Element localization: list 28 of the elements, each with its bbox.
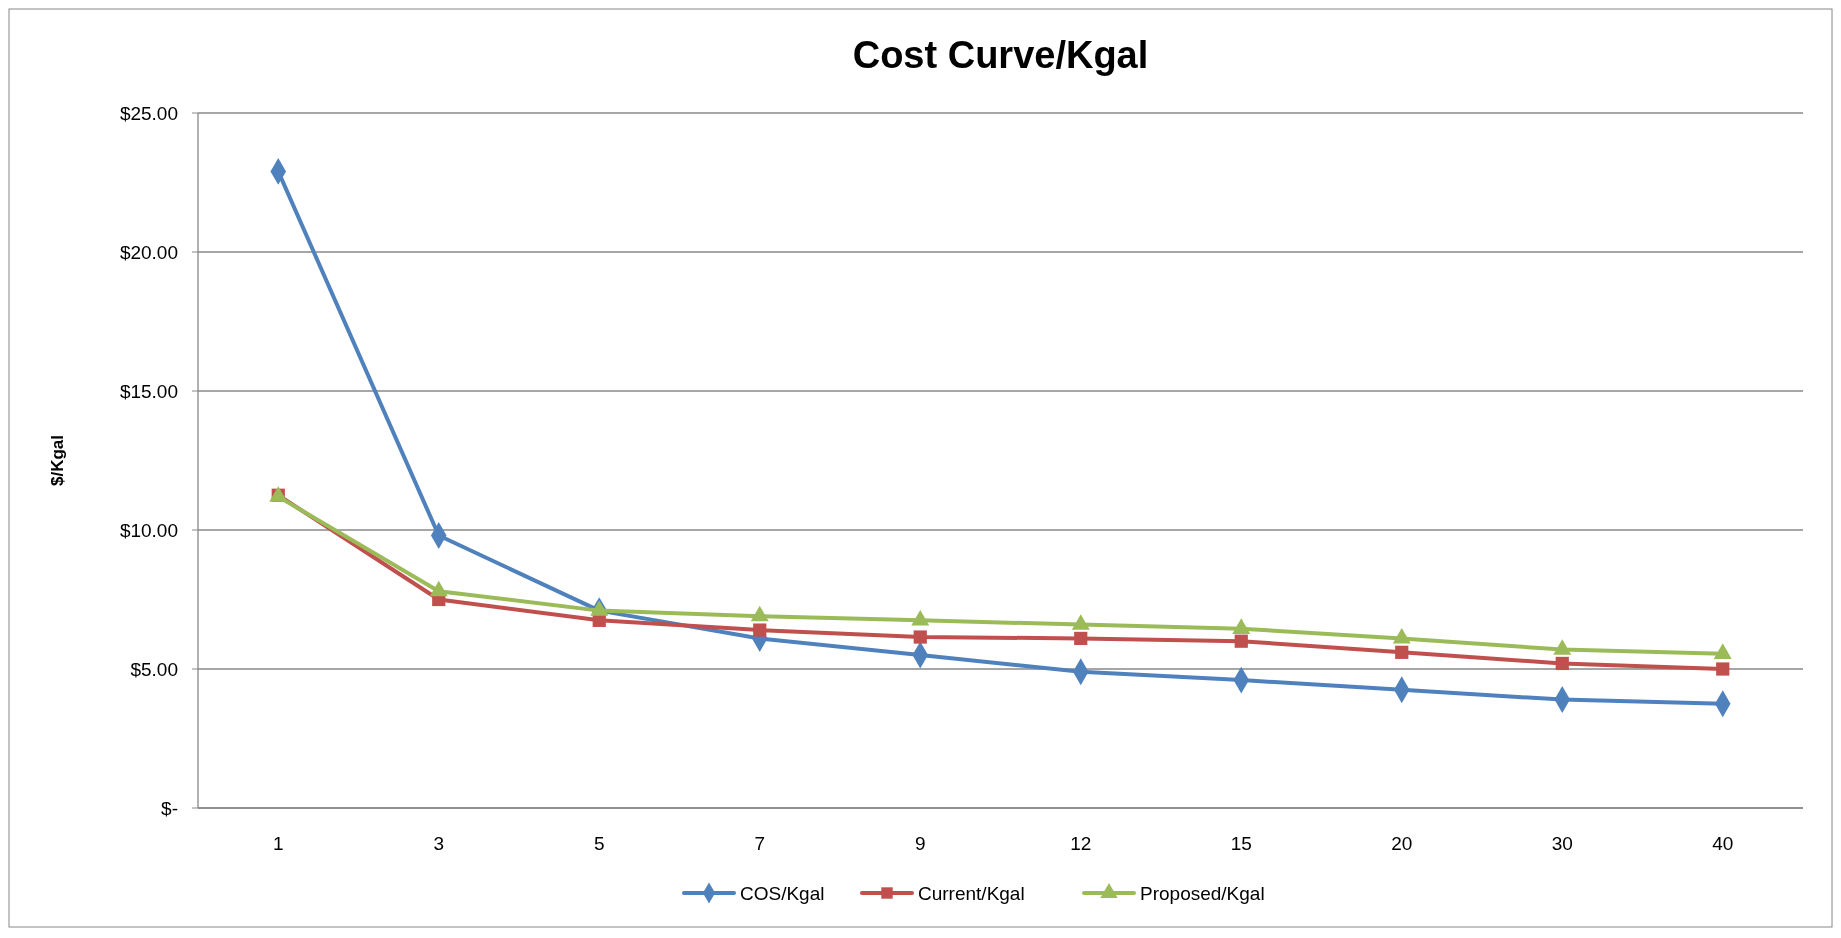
y-tick-label: $25.00	[119, 102, 178, 124]
y-axis-title: $/Kgal	[48, 434, 67, 487]
y-tick-label: $15.00	[119, 380, 178, 402]
x-tick-label: 20	[1391, 833, 1413, 854]
legend-label: Proposed/Kgal	[1140, 882, 1265, 904]
point	[1555, 656, 1569, 671]
point	[1716, 662, 1730, 676]
x-tick-label: 40	[1712, 833, 1734, 854]
y-tick-label: $5.00	[130, 658, 178, 680]
x-tick-label: 12	[1070, 833, 1092, 854]
point	[1395, 645, 1409, 659]
y-tick-label: $10.00	[119, 519, 178, 541]
y-tick-label: $20.00	[119, 241, 178, 263]
point	[1074, 631, 1088, 646]
point	[913, 630, 927, 644]
chart-title: Cost Curve/Kgal	[852, 34, 1149, 76]
x-tick-label: 30	[1551, 833, 1573, 854]
x-tick-label: 9	[914, 833, 926, 854]
legend-label: Current/Kgal	[918, 882, 1025, 904]
y-tick-label: $-	[161, 797, 178, 819]
x-tick-label: 15	[1230, 833, 1252, 854]
point	[753, 623, 767, 637]
x-tick-label: 1	[272, 833, 284, 854]
x-tick-label: 3	[433, 833, 445, 854]
legend-label: COS/Kgal	[740, 882, 825, 904]
x-tick-label: 5	[593, 833, 605, 854]
x-tick-label: 7	[754, 833, 766, 854]
point	[1234, 634, 1248, 648]
